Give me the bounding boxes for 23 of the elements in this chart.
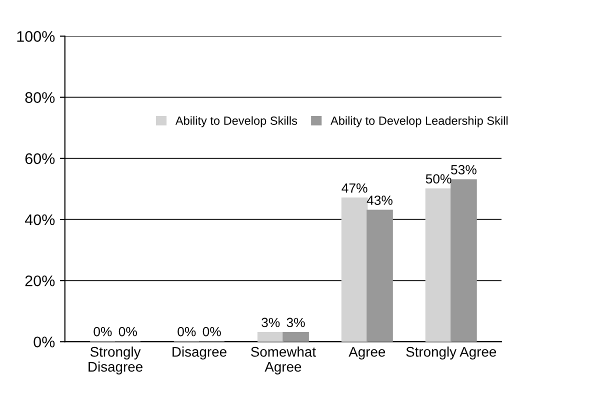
data-label: 0%: [118, 326, 137, 336]
y-tick-label: 0%: [34, 336, 55, 348]
legend-label: Ability to Develop Skills: [175, 116, 298, 128]
data-label: 0%: [202, 326, 221, 336]
x-tick-label: Disagree: [172, 346, 226, 360]
y-tick-label: 80%: [25, 92, 55, 103]
x-tick-label: Strongly Agree: [406, 346, 496, 360]
x-tick-label: Strongly Disagree: [88, 346, 142, 374]
data-label: 50%: [426, 174, 452, 184]
y-tick-label: 40%: [24, 214, 55, 226]
data-label: 43%: [366, 196, 392, 205]
x-tick-label: Somewhat Agree: [251, 346, 316, 374]
y-tick-label: 60%: [25, 153, 55, 164]
data-label: 47%: [342, 183, 368, 193]
data-label: 0%: [94, 326, 112, 336]
legend-label: Ability to Develop Leadership Skill: [330, 116, 508, 128]
data-label: 3%: [262, 318, 280, 328]
x-tick-label: Agree: [348, 347, 386, 360]
y-tick-label: 20%: [25, 275, 55, 286]
data-label: 0%: [178, 326, 196, 336]
data-label: 53%: [451, 165, 476, 174]
y-tick-label: 100%: [17, 31, 55, 42]
data-label: 3%: [286, 318, 305, 328]
